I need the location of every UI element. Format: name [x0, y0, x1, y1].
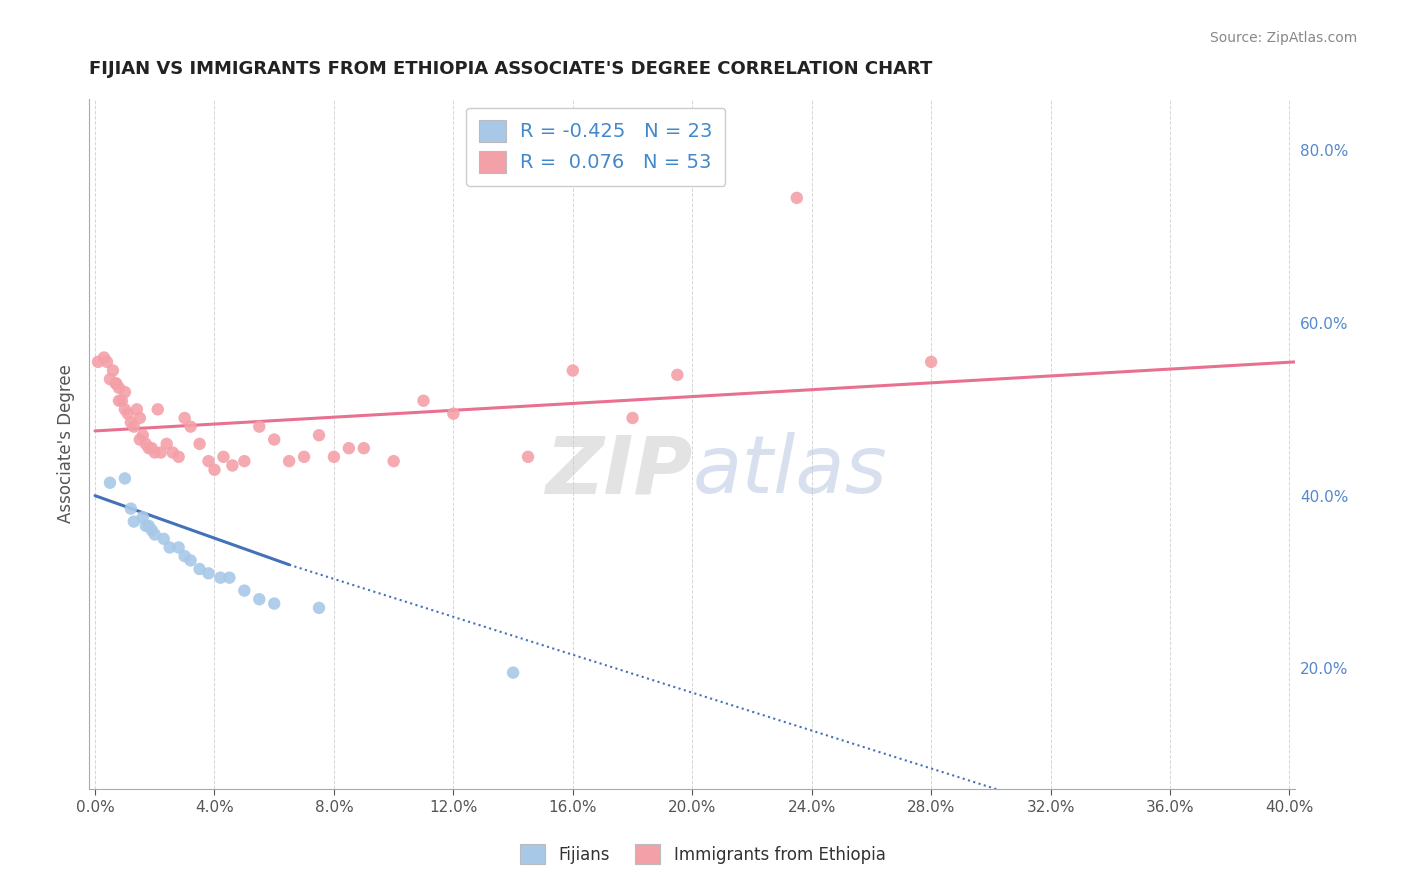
Point	[621, 411, 644, 425]
Point	[786, 191, 808, 205]
Point	[167, 450, 190, 464]
Point	[323, 450, 346, 464]
Point	[93, 351, 115, 365]
Point	[920, 355, 942, 369]
Point	[135, 437, 157, 451]
Point	[209, 571, 232, 585]
Point	[382, 454, 405, 468]
Point	[125, 402, 148, 417]
Point	[138, 441, 160, 455]
Point	[197, 454, 219, 468]
Point	[159, 541, 181, 555]
Point	[308, 428, 330, 442]
Point	[96, 355, 118, 369]
Point	[141, 523, 163, 537]
Point	[162, 445, 184, 459]
Point	[180, 553, 202, 567]
Point	[353, 441, 375, 455]
Point	[263, 433, 285, 447]
Point	[502, 665, 524, 680]
Point	[114, 402, 136, 417]
Point	[308, 600, 330, 615]
Point	[218, 571, 240, 585]
Point	[132, 428, 155, 442]
Point	[122, 515, 145, 529]
Point	[143, 445, 166, 459]
Point	[101, 363, 124, 377]
Point	[188, 437, 211, 451]
Y-axis label: Associate's Degree: Associate's Degree	[58, 365, 75, 524]
Point	[138, 519, 160, 533]
Point	[135, 519, 157, 533]
Point	[188, 562, 211, 576]
Point	[108, 381, 131, 395]
Text: FIJIAN VS IMMIGRANTS FROM ETHIOPIA ASSOCIATE'S DEGREE CORRELATION CHART: FIJIAN VS IMMIGRANTS FROM ETHIOPIA ASSOC…	[89, 60, 932, 78]
Point	[247, 419, 270, 434]
Point	[149, 445, 172, 459]
Point	[441, 407, 464, 421]
Point	[132, 510, 155, 524]
Point	[114, 385, 136, 400]
Text: atlas: atlas	[692, 433, 887, 510]
Point	[337, 441, 360, 455]
Point	[247, 592, 270, 607]
Point	[173, 411, 195, 425]
Point	[120, 501, 142, 516]
Point	[108, 393, 131, 408]
Point	[167, 541, 190, 555]
Point	[152, 532, 174, 546]
Point	[122, 419, 145, 434]
Point	[114, 471, 136, 485]
Point	[233, 583, 256, 598]
Point	[204, 463, 226, 477]
Point	[104, 376, 127, 391]
Point	[221, 458, 243, 473]
Legend: Fijians, Immigrants from Ethiopia: Fijians, Immigrants from Ethiopia	[513, 838, 893, 871]
Point	[156, 437, 179, 451]
Point	[173, 549, 195, 563]
Point	[98, 372, 121, 386]
Point	[263, 597, 285, 611]
Point	[212, 450, 235, 464]
Point	[128, 433, 150, 447]
Point	[561, 363, 583, 377]
Text: ZIP: ZIP	[546, 433, 692, 510]
Point	[278, 454, 301, 468]
Point	[517, 450, 540, 464]
Text: Source: ZipAtlas.com: Source: ZipAtlas.com	[1209, 31, 1357, 45]
Point	[666, 368, 689, 382]
Point	[120, 415, 142, 429]
Point	[412, 393, 434, 408]
Point	[111, 393, 134, 408]
Point	[117, 407, 139, 421]
Point	[146, 402, 169, 417]
Point	[141, 441, 163, 455]
Point	[233, 454, 256, 468]
Legend: R = -0.425   N = 23, R =  0.076   N = 53: R = -0.425 N = 23, R = 0.076 N = 53	[467, 108, 725, 186]
Point	[143, 527, 166, 541]
Point	[197, 566, 219, 581]
Point	[128, 411, 150, 425]
Point	[87, 355, 110, 369]
Point	[180, 419, 202, 434]
Point	[292, 450, 315, 464]
Point	[104, 376, 127, 391]
Point	[98, 475, 121, 490]
